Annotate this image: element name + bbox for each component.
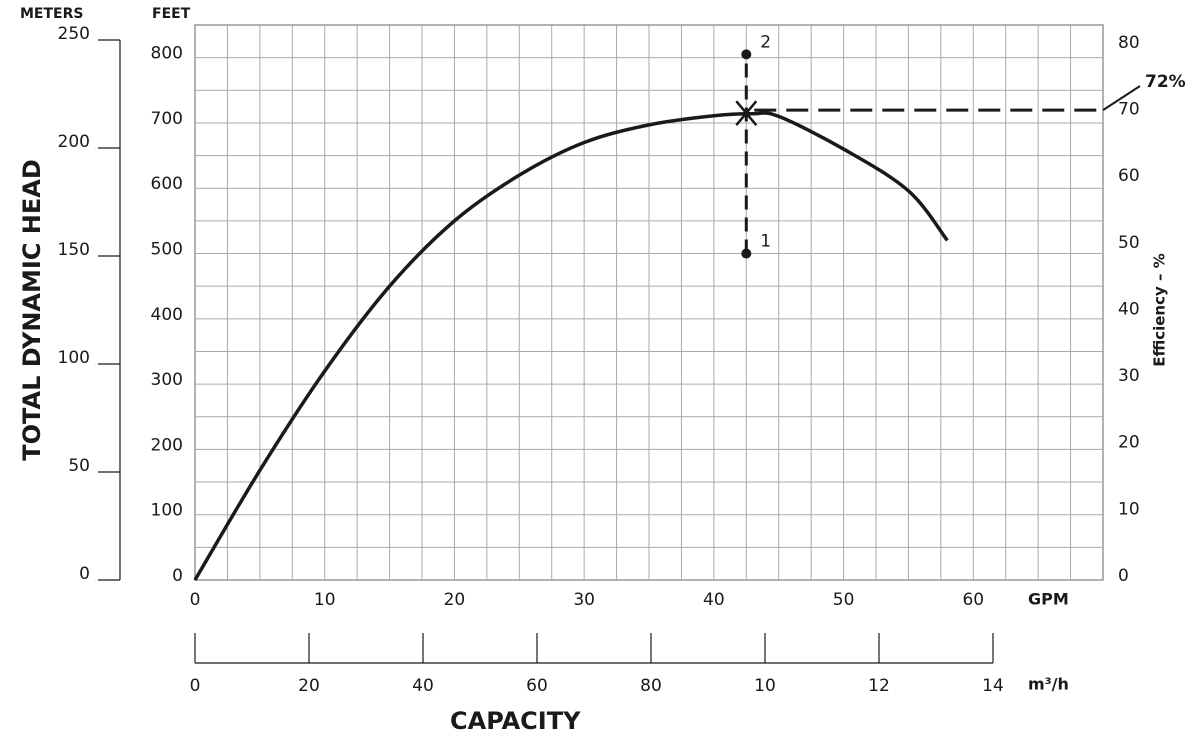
y-tick-label: 800 (151, 44, 183, 64)
y2-tick-label: 30 (1118, 366, 1140, 386)
x-tick-label: 60 (962, 590, 984, 610)
leader (1102, 85, 1141, 111)
y-unit: FEET (152, 6, 191, 22)
x-tick-label: 40 (703, 590, 725, 610)
x-tick-label: 30 (573, 590, 595, 610)
x2-unit: m³/h (1028, 675, 1069, 694)
meters-tick-label: 200 (58, 132, 90, 152)
meters-tick-label: 0 (79, 564, 90, 584)
curve (193, 111, 949, 581)
meters-tick-label: 50 (68, 456, 90, 476)
x2-tick-label: 60 (526, 676, 548, 696)
efficiency-label: 72% (1145, 72, 1186, 92)
y2-tick-label: 10 (1118, 499, 1140, 519)
x2-tick-label: 12 (868, 676, 890, 696)
point (741, 49, 752, 60)
x-title: CAPACITY (450, 707, 581, 735)
x2-tick-label: 80 (640, 676, 662, 696)
operating-point (735, 100, 758, 126)
x-unit: GPM (1028, 590, 1069, 609)
x2-tick-label: 20 (298, 676, 320, 696)
x2-tick-label: 0 (190, 676, 201, 696)
plot-frame (194, 24, 1104, 581)
y2-tick-label: 40 (1118, 299, 1140, 319)
y2-tick-label: 80 (1118, 33, 1140, 53)
y-tick-label: 300 (151, 370, 183, 390)
y-tick-label: 0 (172, 566, 183, 586)
y-tick-label: 600 (151, 174, 183, 194)
x-tick-label: 50 (833, 590, 855, 610)
y2-title: Efficiency – % (1151, 253, 1169, 367)
x2-tick-label: 14 (982, 676, 1004, 696)
y-tick-label: 200 (151, 435, 183, 455)
x-tick-label: 10 (314, 590, 336, 610)
y2-tick-label: 60 (1118, 166, 1140, 186)
x-tick-label: 20 (444, 590, 466, 610)
y2-tick-label: 70 (1118, 100, 1140, 120)
y2-tick-label: 20 (1118, 433, 1140, 453)
meters-tick-label: 250 (58, 24, 90, 44)
meters-tick-label: 100 (58, 348, 90, 368)
x-tick-label: 0 (190, 590, 201, 610)
y-tick-label: 700 (151, 109, 183, 129)
y-tick-label: 400 (151, 305, 183, 325)
y-tick-label: 500 (151, 240, 183, 260)
y2-tick-label: 0 (1118, 566, 1129, 586)
y-tick-label: 100 (151, 501, 183, 521)
meters-unit: METERS (20, 6, 83, 22)
point-label: 1 (760, 232, 771, 252)
x2-tick-label: 40 (412, 676, 434, 696)
point (741, 248, 752, 259)
y-title: TOTAL DYNAMIC HEAD (18, 159, 46, 460)
meters-tick-label: 150 (58, 240, 90, 260)
point-label: 2 (760, 32, 771, 52)
x2-tick-label: 10 (754, 676, 776, 696)
y2-tick-label: 50 (1118, 233, 1140, 253)
